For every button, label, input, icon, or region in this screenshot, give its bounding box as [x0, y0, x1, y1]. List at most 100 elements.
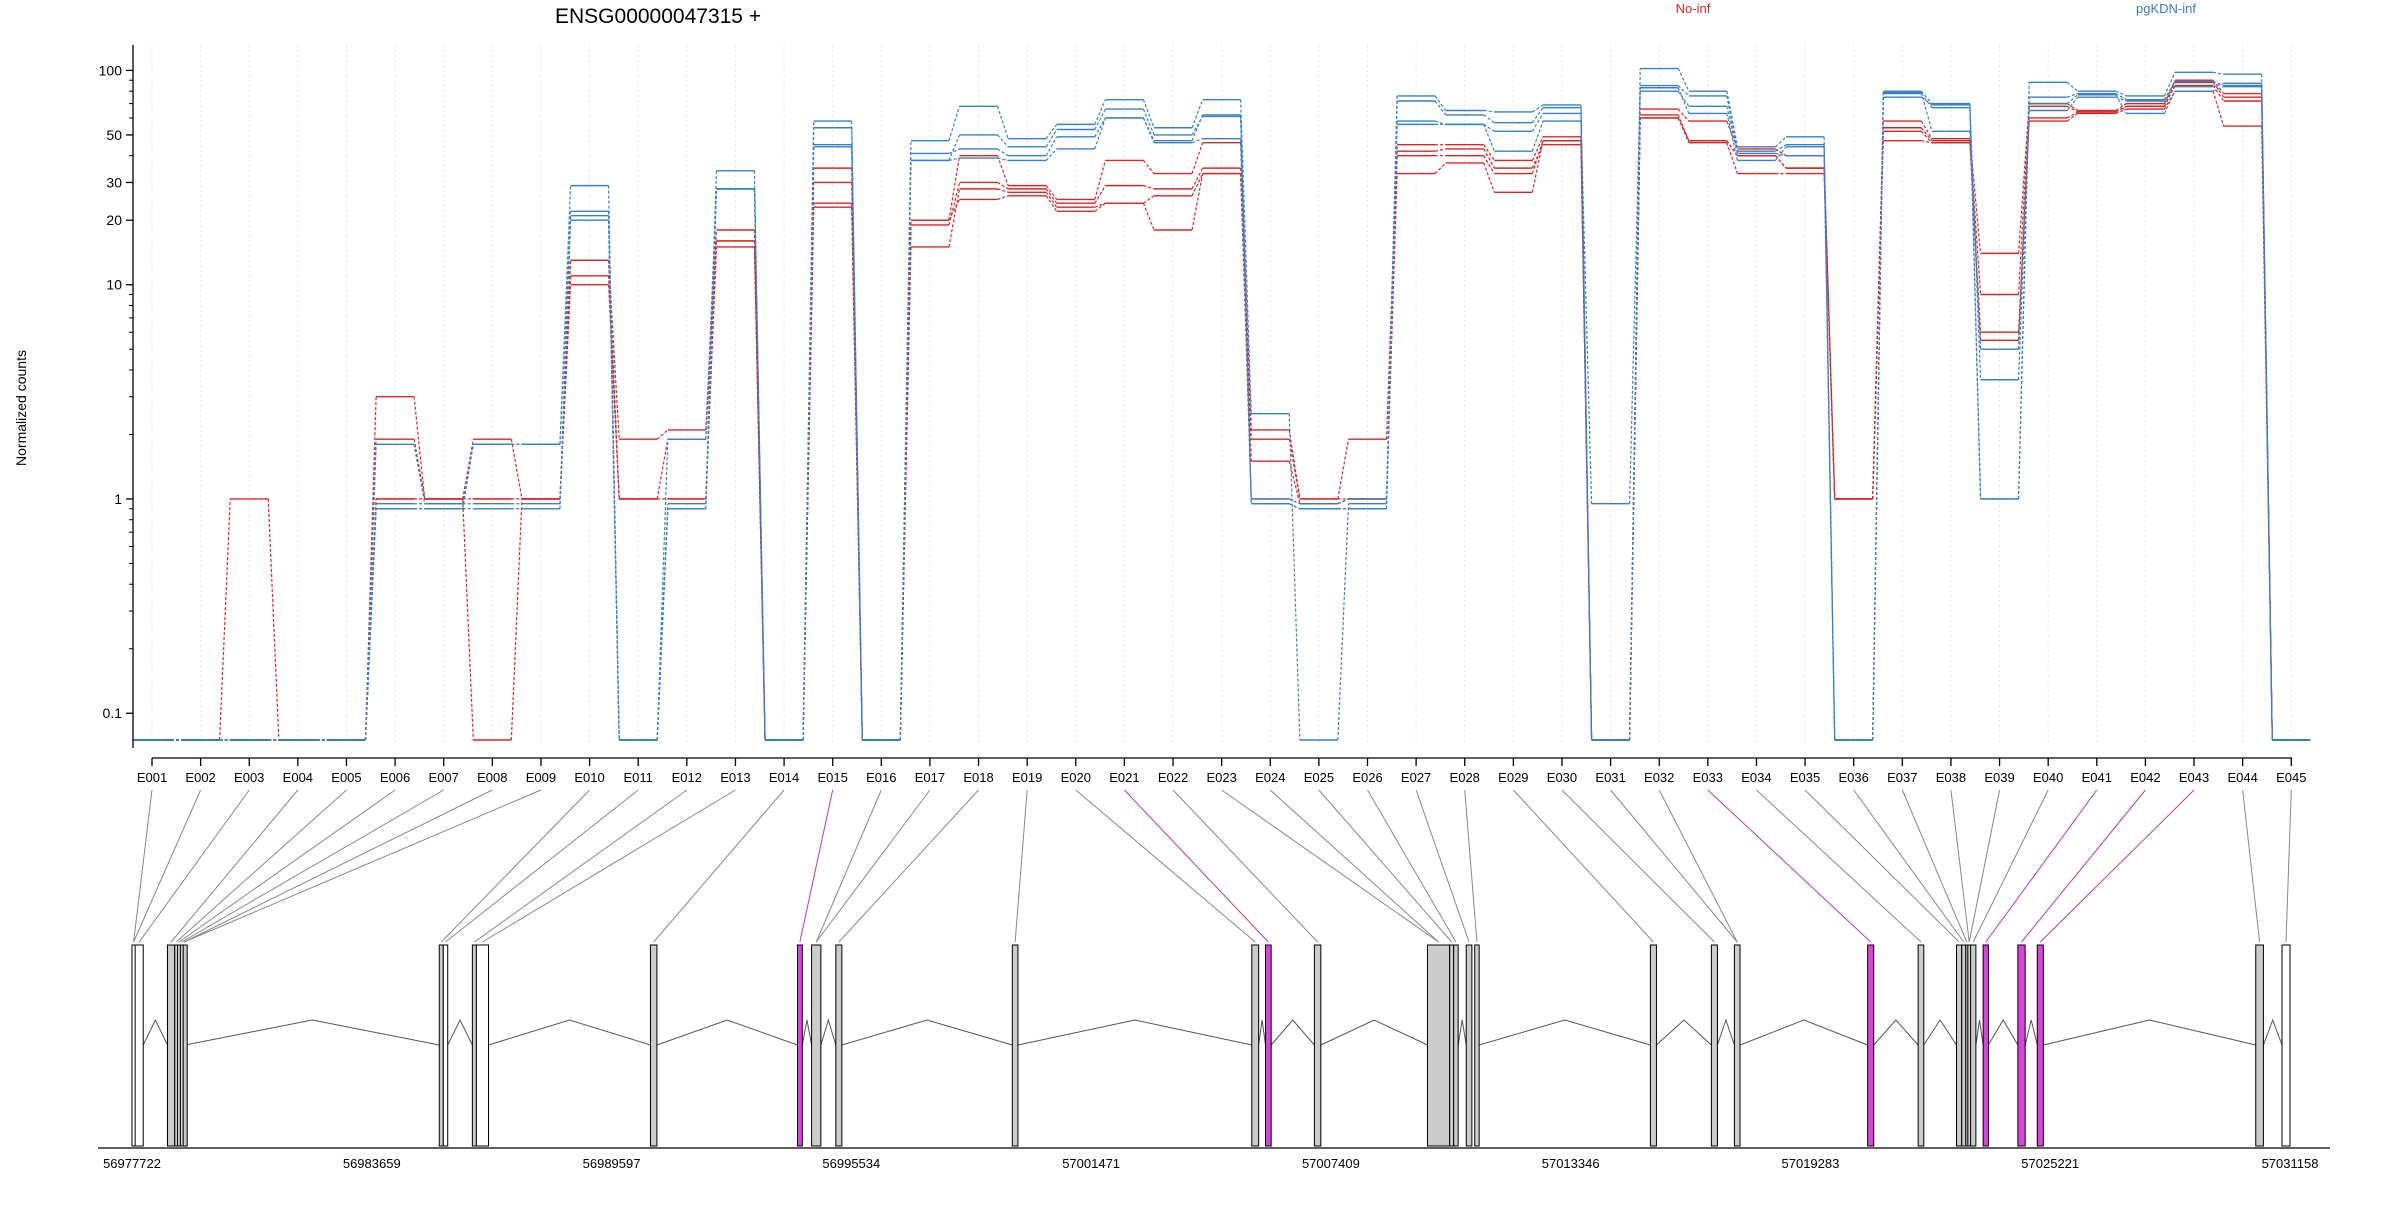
x-tick-label: E021	[1109, 770, 1139, 785]
data-connector	[1629, 91, 1641, 741]
exon-connector	[170, 789, 299, 943]
data-connector	[851, 146, 863, 741]
data-connector	[705, 188, 718, 509]
data-connector	[1726, 95, 1739, 152]
data-connector	[1434, 120, 1446, 125]
data-connector	[1045, 136, 1058, 156]
data-connector	[996, 155, 1009, 186]
data-connector	[1531, 113, 1544, 132]
intron	[1457, 1019, 1467, 1046]
x-tick-label: E014	[769, 770, 799, 785]
data-connector	[1531, 120, 1544, 152]
data-connector	[1045, 188, 1058, 204]
data-connector	[510, 439, 523, 500]
y-tick-label: 30	[106, 174, 122, 190]
intron	[820, 1018, 837, 1046]
exon-connector	[1985, 789, 2098, 943]
exon-box-e011	[475, 944, 490, 1147]
exon-connector	[1415, 789, 1470, 943]
data-connector	[1094, 160, 1106, 200]
data-connector	[1288, 461, 1301, 504]
exon-connector	[1172, 789, 1318, 943]
x-tick-label: E030	[1547, 770, 1577, 785]
data-connector	[1726, 106, 1739, 154]
y-tick-label: 0.1	[103, 705, 123, 721]
exon-box-e028	[1867, 944, 1875, 1147]
intron	[841, 1019, 1013, 1046]
data-connector	[1094, 108, 1106, 130]
coordinate-label: 56983659	[343, 1156, 401, 1171]
y-tick-label: 10	[106, 277, 122, 293]
exon-box-e003	[166, 944, 176, 1147]
data-connector	[899, 140, 912, 741]
data-connector	[1045, 195, 1058, 212]
exon-box-e021	[1449, 944, 1455, 1147]
exon-box-e007	[182, 944, 188, 1147]
data-connector	[1969, 138, 1982, 254]
data-connector	[1289, 498, 1301, 505]
data-connector	[1531, 140, 1544, 174]
data-connector	[1774, 146, 1787, 161]
data-connector	[948, 155, 961, 221]
x-tick-label: E006	[380, 770, 410, 785]
intron	[1017, 1019, 1252, 1046]
gene-model-track: 56977722 56983659 56989597 56995534 57001471…	[98, 944, 2330, 1171]
exon-connector	[1658, 789, 1738, 943]
exon-box-e009	[442, 944, 449, 1147]
x-tick-label: E039	[1984, 770, 2014, 785]
data-connector	[1531, 136, 1544, 161]
data-connector	[2115, 103, 2127, 112]
data-connector	[1191, 114, 1204, 141]
data-connector	[705, 229, 718, 430]
data-connector	[1191, 173, 1204, 231]
exon-connector	[1756, 789, 1922, 943]
data-connector	[802, 182, 815, 741]
data-connector	[656, 429, 669, 440]
data-connector	[1094, 185, 1106, 204]
exon-connector	[183, 789, 493, 943]
series-pgkdn-inf-7	[133, 85, 2311, 741]
coordinate-label: 57007409	[1302, 1156, 1360, 1171]
data-connector	[1532, 104, 1544, 113]
x-tick-label: E032	[1644, 770, 1674, 785]
data-connector	[2212, 81, 2225, 98]
series-pgkdn-inf-4	[133, 67, 2311, 741]
intron	[1656, 1019, 1712, 1046]
data-connector	[1142, 117, 1155, 143]
intron	[1923, 1019, 1957, 1046]
x-tick-label: E026	[1352, 770, 1382, 785]
data-connector	[1726, 113, 1739, 161]
exon-connector	[1901, 789, 1968, 943]
exon-connector	[184, 789, 542, 943]
y-tick-label: 20	[106, 212, 122, 228]
data-connector	[413, 396, 426, 500]
data-connector	[656, 508, 669, 741]
data-connector	[1434, 100, 1447, 116]
data-connector	[2066, 105, 2079, 113]
data-connector	[2017, 97, 2030, 499]
exon-box-e008	[438, 944, 444, 1147]
x-tick-label: E044	[2227, 770, 2257, 785]
data-connector	[1921, 140, 1933, 144]
exon-box-e034	[1970, 944, 1977, 1147]
exon-connector	[178, 789, 396, 943]
data-connector	[2212, 71, 2224, 75]
grid-lines	[151, 45, 2292, 742]
data-connector	[1531, 140, 1544, 193]
coordinate-label: 56977722	[103, 1156, 161, 1171]
exon-box-e017	[1251, 944, 1260, 1147]
data-connector	[1872, 97, 1884, 741]
data-connector	[851, 144, 863, 741]
exon-box-e010	[471, 944, 477, 1147]
exon-box-e013	[796, 944, 803, 1147]
exon-connector	[1707, 789, 1872, 943]
intron	[1716, 1018, 1735, 1046]
data-connector	[997, 148, 1009, 157]
data-connector	[1142, 160, 1155, 174]
data-connector	[656, 439, 669, 500]
intron	[1320, 1019, 1428, 1046]
data-connector	[1775, 155, 1787, 169]
legend-label-no-inf: No-inf	[1676, 1, 1711, 16]
data-connector	[1288, 439, 1301, 500]
